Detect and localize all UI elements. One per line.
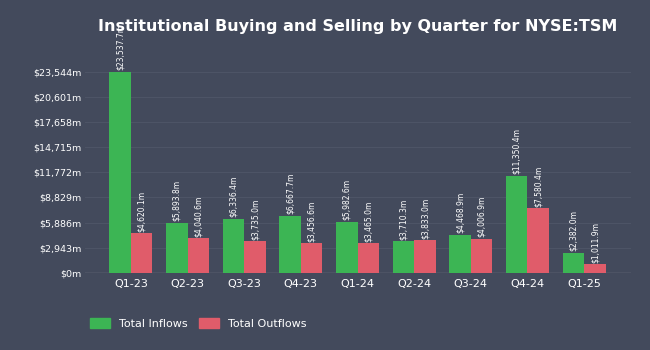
Bar <box>244 241 266 273</box>
Legend: Total Inflows, Total Outflows: Total Inflows, Total Outflows <box>90 318 306 329</box>
Text: $3,833.0m: $3,833.0m <box>421 197 430 239</box>
Bar <box>336 222 358 273</box>
Bar <box>506 176 528 273</box>
Text: $5,893.8m: $5,893.8m <box>172 180 181 221</box>
Text: $6,336.4m: $6,336.4m <box>229 176 238 217</box>
Text: $3,735.0m: $3,735.0m <box>250 198 259 239</box>
Text: $6,667.7m: $6,667.7m <box>285 173 294 215</box>
Text: $4,040.6m: $4,040.6m <box>194 196 203 237</box>
Text: $4,620.1m: $4,620.1m <box>137 191 146 232</box>
Bar <box>301 244 322 273</box>
Text: $3,465.0m: $3,465.0m <box>364 201 372 242</box>
Text: $2,382.0m: $2,382.0m <box>569 210 578 251</box>
Bar <box>358 243 379 273</box>
Text: $7,580.4m: $7,580.4m <box>534 165 543 206</box>
Text: $4,468.9m: $4,468.9m <box>456 192 465 233</box>
Text: $23,537.7m: $23,537.7m <box>116 24 125 70</box>
Bar <box>223 219 244 273</box>
Bar <box>393 241 414 273</box>
Text: $1,011.9m: $1,011.9m <box>590 222 599 263</box>
Bar <box>471 239 492 273</box>
Title: Institutional Buying and Selling by Quarter for NYSE:TSM: Institutional Buying and Selling by Quar… <box>98 19 618 34</box>
Bar <box>187 238 209 273</box>
Bar <box>280 216 301 273</box>
Bar <box>109 72 131 273</box>
Bar <box>449 235 471 273</box>
Text: $4,006.9m: $4,006.9m <box>477 196 486 237</box>
Bar <box>131 233 152 273</box>
Bar <box>414 240 436 273</box>
Bar <box>528 208 549 273</box>
Text: $5,982.6m: $5,982.6m <box>343 179 351 220</box>
Bar <box>584 264 606 273</box>
Bar <box>563 253 584 273</box>
Text: $11,350.4m: $11,350.4m <box>512 128 521 174</box>
Text: $3,456.6m: $3,456.6m <box>307 201 316 242</box>
Bar <box>166 223 187 273</box>
Text: $3,710.3m: $3,710.3m <box>399 198 408 240</box>
